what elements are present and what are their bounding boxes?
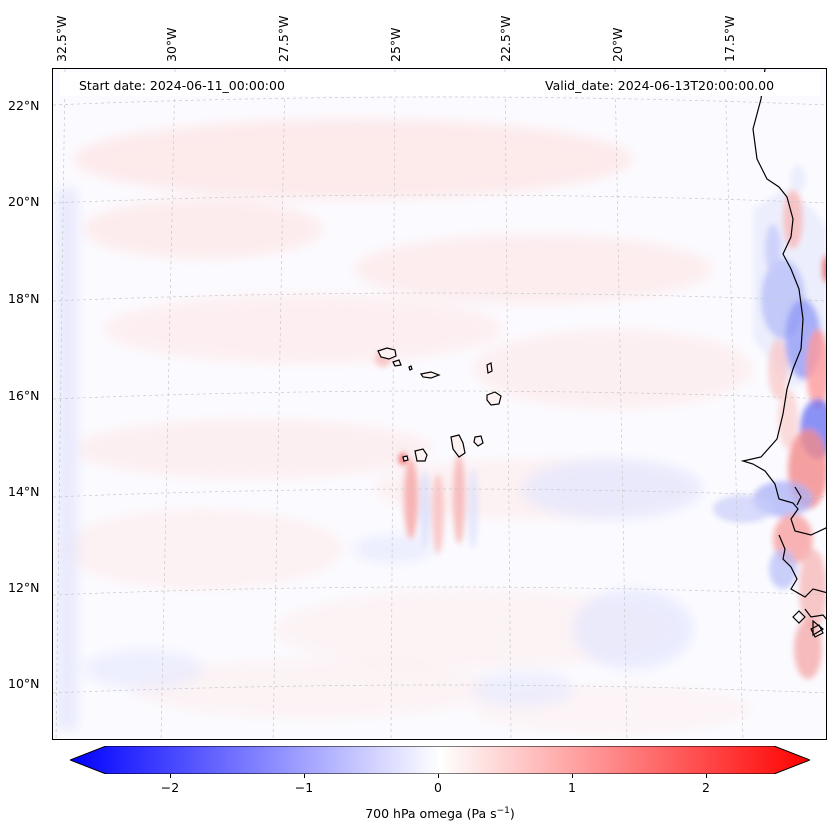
cb-tickmark-neg1 <box>304 774 305 778</box>
cb-tickmark-2 <box>706 774 707 778</box>
lat-label-20n: 20°N <box>8 194 40 209</box>
lat-label-18n: 18°N <box>8 291 40 306</box>
island-brava <box>402 455 409 462</box>
island-santa-luzia <box>408 365 413 371</box>
graticule <box>53 69 826 739</box>
colorbar-label: 700 hPa omega (Pa s−1) <box>0 806 837 821</box>
cb-tickmark-neg2 <box>170 774 171 778</box>
lat-label-22n: 22°N <box>8 98 40 113</box>
lat-label-10n: 10°N <box>8 676 40 691</box>
lat-label-12n: 12°N <box>8 580 40 595</box>
cb-tickmark-1 <box>572 774 573 778</box>
lon-label-27-5w: 27.5°W <box>276 15 291 62</box>
coastal-omega-features <box>713 165 826 679</box>
lon-label-17-5w: 17.5°W <box>722 15 737 62</box>
island-sao-nicolau <box>420 371 441 379</box>
map-panel[interactable] <box>52 68 827 740</box>
island-santiago <box>450 434 466 458</box>
lon-label-22-5w: 22.5°W <box>498 15 513 62</box>
start-date: Start date: 2024-06-11_00:00:00 <box>79 78 285 93</box>
cb-tick-0: 0 <box>434 780 442 795</box>
colorbar-gradient <box>68 745 812 775</box>
cb-tick-neg1: −1 <box>294 780 314 795</box>
lon-label-20w: 20°W <box>610 27 625 62</box>
valid-date: Valid_date: 2024-06-13T20:00:00.00 <box>545 78 775 93</box>
cb-tickmark-0 <box>438 774 439 778</box>
lon-label-32-5w: 32.5°W <box>54 15 69 62</box>
coastline-icon <box>740 69 826 638</box>
island-sal <box>486 362 493 374</box>
lat-label-16n: 16°N <box>8 388 40 403</box>
cb-tick-2: 2 <box>702 780 710 795</box>
island-lee-waves <box>375 351 478 554</box>
island-santo-antao <box>377 347 397 360</box>
colorbar-label-end: ) <box>509 806 515 822</box>
negative-omega-background <box>57 189 703 729</box>
island-icon <box>377 347 502 462</box>
colorbar <box>68 745 812 775</box>
colorbar-label-sup: −1 <box>496 806 510 816</box>
island-maio <box>473 435 484 447</box>
colorbar-label-main: 700 hPa omega (Pa s <box>365 806 497 822</box>
lat-label-14n: 14°N <box>8 484 40 499</box>
island-sao-vicente <box>392 359 402 367</box>
omega-field <box>53 69 826 739</box>
island-boa-vista <box>486 391 502 406</box>
lon-label-25w: 25°W <box>388 27 403 62</box>
cb-tick-neg2: −2 <box>160 780 180 795</box>
cb-tick-1: 1 <box>568 780 576 795</box>
date-header-bar <box>60 72 820 96</box>
lon-label-30w: 30°W <box>164 27 179 62</box>
island-fogo <box>414 448 428 462</box>
